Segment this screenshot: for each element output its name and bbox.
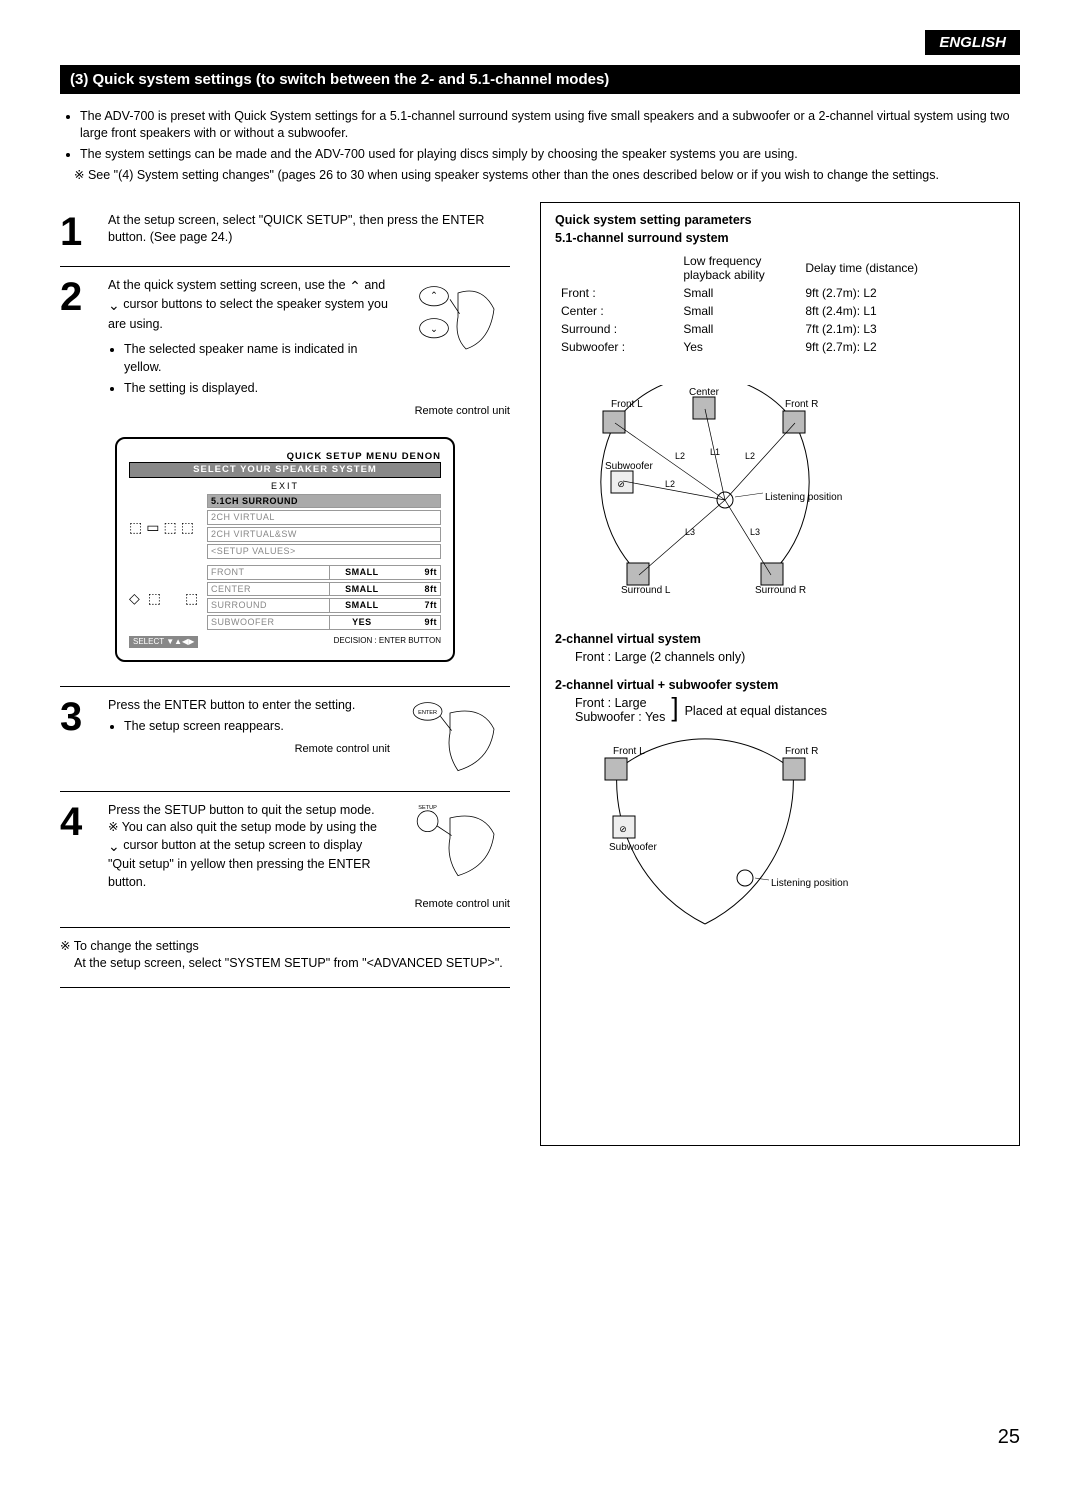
right-column: Quick system setting parameters 5.1-chan…: [540, 202, 1020, 1146]
osd-screen: QUICK SETUP MENU DENON SELECT YOUR SPEAK…: [115, 437, 455, 662]
osd-speaker-icons-2: ◇⬚⬚: [129, 590, 199, 607]
svg-text:Listening position: Listening position: [771, 878, 848, 889]
svg-text:L3: L3: [685, 527, 695, 537]
step-2-text-b: and: [364, 278, 385, 292]
th-low-freq: Low frequency playback ability: [679, 253, 799, 283]
intro-note: ※ See "(4) System setting changes" (page…: [74, 167, 1020, 184]
remote-caption-3: Remote control unit: [108, 897, 510, 912]
svg-text:L1: L1: [710, 447, 720, 457]
osd-footer-left: SELECT ▼▲◀▶: [129, 636, 198, 648]
svg-text:Front L: Front L: [613, 746, 645, 757]
intro-list: The ADV-700 is preset with Quick System …: [60, 102, 1020, 202]
step-4-text-b: ※ You can also quit the setup mode by us…: [108, 820, 377, 834]
step-1-text: At the setup screen, select "QUICK SETUP…: [108, 212, 510, 252]
osd-exit: EXIT: [129, 481, 441, 492]
virtual-title: 2-channel virtual system: [555, 632, 1005, 646]
step-2-text-a: At the quick system setting screen, use …: [108, 278, 349, 292]
step-1: 1 At the setup screen, select "QUICK SET…: [60, 202, 510, 267]
svg-text:⊘: ⊘: [617, 479, 625, 489]
svg-text:L2: L2: [745, 451, 755, 461]
bracket-icon: ]: [671, 696, 678, 719]
osd-title-text: QUICK SETUP MENU: [287, 451, 398, 462]
virtual-sw-l2: Subwoofer : Yes: [575, 710, 665, 724]
svg-text:⌄: ⌄: [430, 324, 438, 335]
svg-text:Listening position: Listening position: [765, 492, 842, 503]
diagram-51ch: ⊘ Front L Center Front R Subwoofer L1 L2…: [555, 385, 855, 595]
virtual-sw-note: Placed at equal distances: [685, 696, 827, 718]
remote-caption-1: Remote control unit: [108, 404, 510, 419]
step-4-text-a: Press the SETUP button to quit the setup…: [108, 803, 375, 817]
setup-hand-icon: SETUP: [390, 802, 510, 882]
language-label: ENGLISH: [925, 30, 1020, 55]
params-table: Low frequency playback ability Delay tim…: [555, 251, 1005, 357]
step-4: 4 SETUP Press the SETUP button to quit t…: [60, 792, 510, 928]
osd-item-2ch: 2CH VIRTUAL: [207, 510, 441, 525]
svg-text:SETUP: SETUP: [418, 805, 437, 811]
down-chevron-icon-2: ⌄: [108, 837, 120, 857]
osd-footer: SELECT ▼▲◀▶ DECISION : ENTER BUTTON: [129, 636, 441, 648]
svg-text:⌃: ⌃: [430, 290, 438, 301]
svg-text:Front R: Front R: [785, 746, 818, 757]
change-settings: ※ To change the settings At the setup sc…: [60, 928, 510, 988]
svg-text:L3: L3: [750, 527, 760, 537]
step-3-body: ENTER Press the ENTER button to enter th…: [108, 697, 510, 777]
svg-text:Subwoofer: Subwoofer: [609, 842, 657, 853]
params-title: Quick system setting parameters: [555, 213, 1005, 227]
osd-val-center: CENTERSMALL8ft: [207, 582, 441, 597]
intro-bullet-1: The ADV-700 is preset with Quick System …: [80, 108, 1020, 142]
change-settings-hdr: ※ To change the settings: [60, 938, 510, 956]
svg-text:Front L: Front L: [611, 399, 643, 410]
osd-speaker-icons: ⬚▭⬚⬚: [129, 519, 199, 536]
step-4-text-c: cursor button at the setup screen to dis…: [108, 838, 370, 889]
osd-item-51ch: 5.1CH SURROUND: [207, 494, 441, 509]
step-2: 2 ⌃ ⌄ At the quick system setting screen…: [60, 267, 510, 687]
virtual-sw-title: 2-channel virtual + subwoofer system: [555, 678, 1005, 692]
svg-text:L2: L2: [675, 451, 685, 461]
change-settings-body: At the setup screen, select "SYSTEM SETU…: [74, 955, 510, 973]
osd-val-subwoofer: SUBWOOFERYES9ft: [207, 615, 441, 630]
osd-val-surround: SURROUNDSMALL7ft: [207, 598, 441, 613]
osd-brand: DENON: [402, 451, 441, 462]
osd-val-front: FRONTSMALL9ft: [207, 565, 441, 580]
th-delay: Delay time (distance): [801, 253, 1003, 283]
step-4-body: SETUP Press the SETUP button to quit the…: [108, 802, 510, 913]
svg-text:Center: Center: [689, 387, 720, 398]
step-3-text: Press the ENTER button to enter the sett…: [108, 698, 355, 712]
step-2-number: 2: [60, 277, 98, 420]
svg-text:Subwoofer: Subwoofer: [605, 461, 653, 472]
virtual-sw-l1: Front : Large: [575, 696, 665, 710]
step-3: 3 ENTER Press the ENTER button to enter …: [60, 687, 510, 792]
step-2-li-2: The setting is displayed.: [124, 380, 510, 398]
svg-text:Surround L: Surround L: [621, 585, 671, 595]
language-tab: ENGLISH: [60, 30, 1020, 55]
virtual-line: Front : Large (2 channels only): [575, 650, 1005, 664]
osd-bar: SELECT YOUR SPEAKER SYSTEM: [129, 462, 441, 477]
svg-text:ENTER: ENTER: [418, 709, 437, 715]
enter-hand-icon: ENTER: [390, 697, 510, 777]
remote-hand-icon: ⌃ ⌄: [390, 277, 510, 357]
down-chevron-icon: ⌄: [108, 296, 120, 316]
step-2-body: ⌃ ⌄ At the quick system setting screen, …: [108, 277, 510, 420]
svg-text:L2: L2: [665, 479, 675, 489]
step-1-number: 1: [60, 212, 98, 252]
svg-text:Surround R: Surround R: [755, 585, 806, 595]
osd-item-setup: <SETUP VALUES>: [207, 544, 441, 559]
page-number: 25: [60, 1426, 1020, 1449]
step-2-text-c: cursor buttons to select the speaker sys…: [108, 297, 388, 331]
left-column: 1 At the setup screen, select "QUICK SET…: [60, 202, 520, 1146]
osd-item-2chsw: 2CH VIRTUAL&SW: [207, 527, 441, 542]
svg-text:Front R: Front R: [785, 399, 818, 410]
osd-footer-right: DECISION : ENTER BUTTON: [334, 636, 441, 648]
step-4-number: 4: [60, 802, 98, 913]
section-title: (3) Quick system settings (to switch bet…: [60, 65, 1020, 94]
svg-text:⊘: ⊘: [619, 824, 627, 834]
intro-bullet-2: The system settings can be made and the …: [80, 146, 1020, 163]
step-3-number: 3: [60, 697, 98, 777]
up-chevron-icon: ⌃: [349, 277, 361, 297]
sys51-title: 5.1-channel surround system: [555, 231, 1005, 245]
diagram-2ch: ⊘ Front L Front R Subwoofer Listening po…: [555, 738, 855, 928]
